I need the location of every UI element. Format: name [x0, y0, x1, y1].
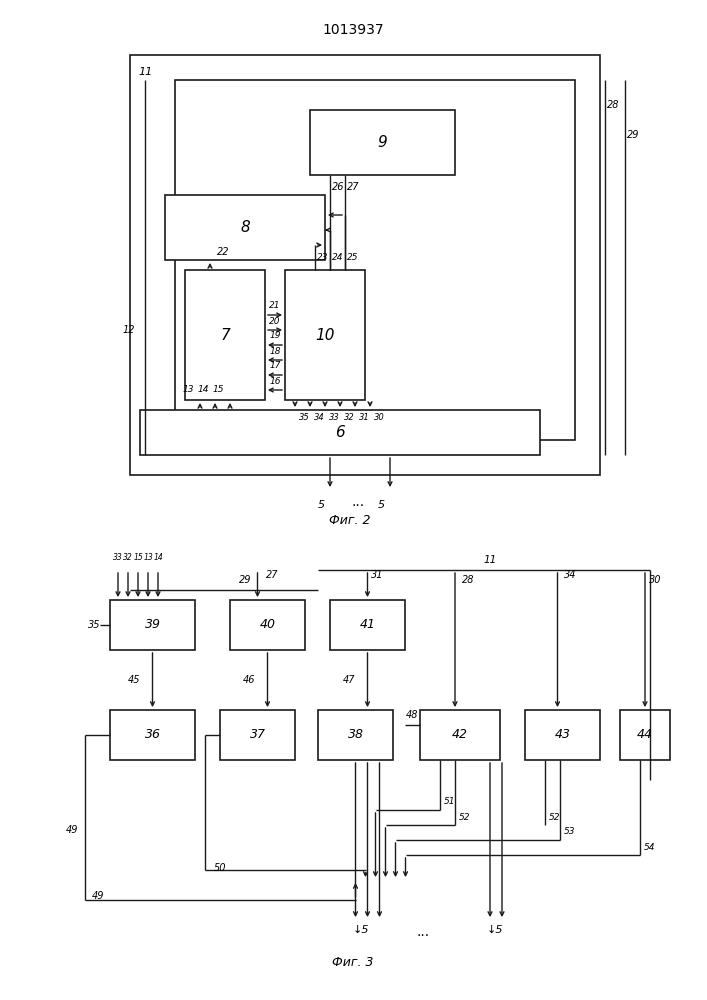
Bar: [230, 600, 305, 650]
Text: 54: 54: [644, 842, 656, 851]
Text: 28: 28: [607, 100, 619, 110]
Bar: [185, 270, 265, 400]
Text: 20: 20: [269, 316, 281, 326]
Bar: [220, 710, 295, 760]
Text: 51: 51: [444, 798, 456, 806]
Text: 25: 25: [347, 253, 358, 262]
Text: ...: ...: [416, 925, 429, 939]
Text: 32: 32: [123, 553, 133, 562]
Text: 5: 5: [378, 500, 385, 510]
Text: 37: 37: [250, 728, 266, 741]
Text: 17: 17: [269, 361, 281, 370]
Text: 15: 15: [133, 553, 143, 562]
Text: ↓5: ↓5: [486, 925, 503, 935]
Text: 9: 9: [378, 135, 387, 150]
Text: ...: ...: [351, 495, 365, 509]
Text: 34: 34: [564, 570, 577, 580]
Text: 16: 16: [269, 376, 281, 385]
Text: 31: 31: [359, 414, 370, 422]
Text: 7: 7: [220, 328, 230, 342]
Text: 24: 24: [332, 253, 344, 262]
Text: 40: 40: [259, 618, 276, 632]
Text: 13: 13: [143, 553, 153, 562]
Text: 33: 33: [329, 414, 340, 422]
Text: 49: 49: [92, 891, 104, 901]
Text: 12: 12: [122, 325, 135, 335]
Bar: [140, 410, 540, 455]
Bar: [310, 110, 455, 175]
Text: 43: 43: [554, 728, 571, 741]
Text: 45: 45: [128, 675, 141, 685]
Text: 34: 34: [314, 414, 325, 422]
Text: 29: 29: [239, 575, 251, 585]
Text: 8: 8: [240, 220, 250, 235]
Text: 13: 13: [182, 385, 194, 394]
Text: Фиг. 3: Фиг. 3: [332, 956, 374, 968]
Text: 35: 35: [299, 414, 310, 422]
Text: 6: 6: [335, 425, 345, 440]
Text: 52: 52: [460, 812, 471, 822]
Text: 31: 31: [371, 570, 384, 580]
Text: 32: 32: [344, 414, 355, 422]
Text: 48: 48: [407, 710, 419, 720]
Text: 21: 21: [269, 302, 281, 310]
Text: 27: 27: [267, 570, 279, 580]
Text: 11: 11: [138, 67, 152, 77]
Text: 15: 15: [213, 385, 224, 394]
Text: 46: 46: [243, 675, 255, 685]
Bar: [285, 270, 365, 400]
Text: 30: 30: [374, 414, 385, 422]
Text: 53: 53: [564, 827, 575, 836]
Text: 5: 5: [318, 500, 325, 510]
Bar: [420, 710, 500, 760]
Text: 50: 50: [214, 863, 226, 873]
Text: 22: 22: [217, 247, 229, 257]
Text: 26: 26: [332, 182, 344, 192]
Bar: [130, 55, 600, 475]
Text: 33: 33: [113, 553, 123, 562]
Text: 52: 52: [549, 812, 561, 822]
Bar: [165, 195, 325, 260]
Text: 29: 29: [626, 130, 639, 140]
Text: 30: 30: [649, 575, 661, 585]
Text: 18: 18: [269, 347, 281, 356]
Text: 44: 44: [637, 728, 653, 741]
Text: 38: 38: [348, 728, 363, 741]
Text: 27: 27: [346, 182, 359, 192]
Text: 11: 11: [484, 555, 496, 565]
Text: 19: 19: [269, 332, 281, 340]
Text: 1013937: 1013937: [322, 23, 384, 37]
Text: 35: 35: [88, 620, 100, 630]
Bar: [318, 710, 393, 760]
Bar: [620, 710, 670, 760]
Text: 28: 28: [462, 575, 474, 585]
Text: 10: 10: [315, 328, 334, 342]
Text: 42: 42: [452, 728, 468, 741]
Bar: [110, 710, 195, 760]
Text: Фиг. 2: Фиг. 2: [329, 514, 370, 526]
Text: 14: 14: [197, 385, 209, 394]
Text: 47: 47: [343, 675, 356, 685]
Bar: [175, 80, 575, 440]
Text: 36: 36: [144, 728, 160, 741]
Text: ↓5: ↓5: [352, 925, 369, 935]
Text: 39: 39: [144, 618, 160, 632]
Bar: [110, 600, 195, 650]
Bar: [330, 600, 405, 650]
Bar: [525, 710, 600, 760]
Text: 49: 49: [66, 825, 78, 835]
Text: 41: 41: [359, 618, 375, 632]
Text: 23: 23: [317, 253, 329, 262]
Text: 14: 14: [153, 553, 163, 562]
